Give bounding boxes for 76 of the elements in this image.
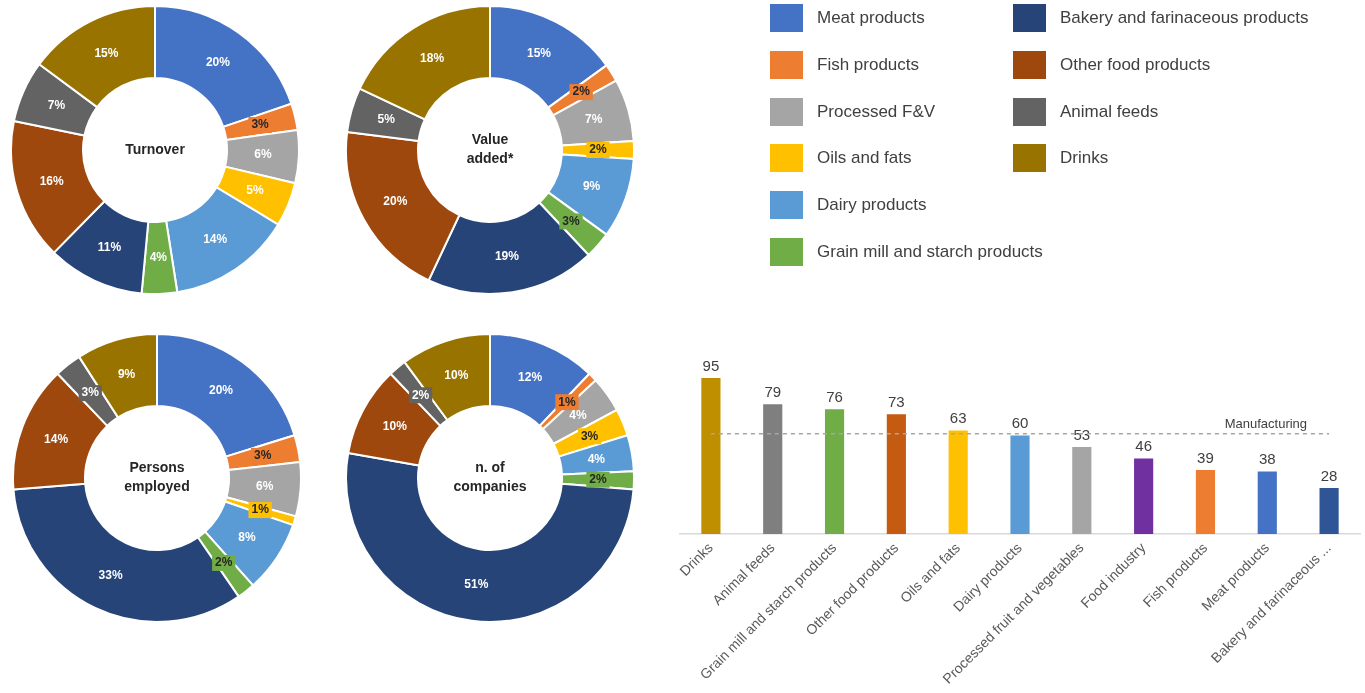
data-label: 20% (383, 194, 408, 209)
data-label: 7% (47, 98, 66, 113)
data-label: 6% (255, 478, 274, 493)
data-label: 20% (205, 54, 231, 69)
data-label: 2% (411, 387, 430, 402)
data-label: 4% (149, 250, 168, 265)
data-label: 28 (1320, 466, 1338, 484)
data-label: 14% (203, 231, 228, 246)
data-label: 38 (1258, 450, 1276, 468)
data-label: 9% (117, 366, 136, 381)
legend-label: Oils and fats (817, 148, 912, 169)
data-label: 1% (251, 502, 270, 517)
legend-label: Bakery and farinaceous products (1060, 8, 1309, 28)
bar (1319, 488, 1339, 534)
data-label: 39 (1197, 448, 1214, 466)
data-label: 7% (585, 112, 603, 127)
bar (948, 430, 968, 534)
data-label: 3% (580, 428, 599, 443)
data-label: 20% (209, 383, 234, 398)
data-label: 10% (444, 367, 469, 382)
data-label: 14% (44, 431, 69, 446)
data-label: 5% (246, 183, 264, 198)
data-label: 76 (826, 387, 843, 405)
data-label: 1% (558, 394, 576, 409)
data-label: 60 (1011, 414, 1029, 432)
bar (1134, 458, 1154, 534)
data-label: 12% (518, 370, 543, 385)
bar (1257, 471, 1277, 534)
data-label: 9% (582, 178, 601, 193)
data-label: 4% (587, 451, 606, 466)
data-label: 33% (98, 567, 123, 582)
data-label: 2% (589, 142, 607, 157)
data-label: 2% (572, 84, 591, 99)
data-label: 51% (464, 577, 489, 592)
data-label: 46 (1135, 437, 1152, 455)
data-label: 10% (382, 419, 408, 434)
legend-label: Dairy products (817, 195, 927, 216)
data-label: 63 (949, 409, 967, 427)
data-label: 11% (97, 240, 122, 255)
bar (824, 409, 845, 534)
slice-label: n. of companies (453, 459, 527, 495)
bar (886, 414, 906, 534)
data-label: 18% (420, 51, 445, 66)
bar (763, 404, 783, 534)
legend-label: Processed F&V (817, 101, 936, 122)
data-label: 3% (81, 385, 100, 400)
data-label: 3% (254, 448, 272, 463)
legend-label: Fish products (817, 54, 920, 75)
data-label: 3% (562, 213, 581, 228)
data-label: 19% (494, 248, 520, 263)
legend-label: Other food products (1060, 54, 1211, 75)
slice-label: Value added* (466, 131, 514, 167)
legend-label: Animal feeds (1060, 101, 1159, 122)
legend-label: Meat products (817, 8, 925, 28)
data-label: 2% (589, 472, 607, 487)
bar (701, 378, 721, 534)
legend-label: Drinks (1060, 148, 1109, 169)
slice-label: Persons employed (124, 459, 190, 495)
bar (1072, 446, 1092, 534)
data-label: 79 (764, 382, 782, 400)
data-label: 16% (39, 173, 65, 188)
data-label: 15% (94, 45, 119, 60)
data-label: 3% (251, 117, 270, 132)
slice-label: Turnover (125, 140, 186, 157)
data-label: 15% (527, 46, 552, 61)
ref-line-label: Manufacturing (1224, 415, 1308, 431)
data-label: 2% (215, 555, 233, 570)
bar (1010, 435, 1030, 534)
bar (1195, 469, 1216, 534)
data-label: 73 (888, 392, 905, 410)
legend-label: Grain mill and starch products (817, 241, 1043, 262)
data-label: 95 (702, 356, 720, 374)
data-label: 4% (569, 407, 587, 422)
data-label: 5% (377, 112, 396, 127)
data-label: 8% (238, 530, 256, 545)
data-label: 6% (254, 147, 272, 162)
